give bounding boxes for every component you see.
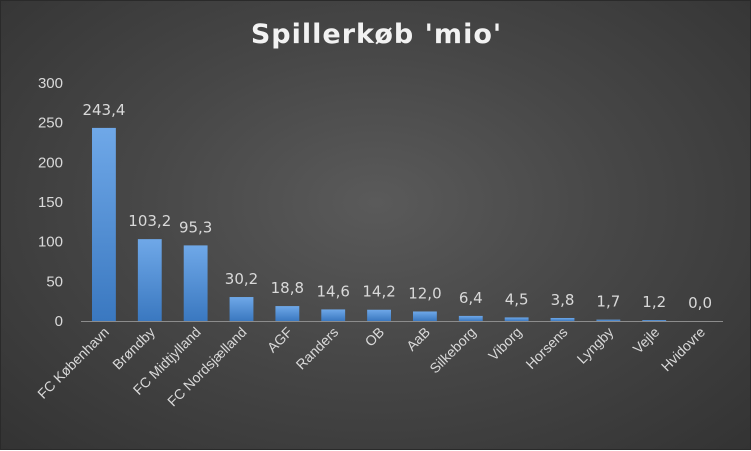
category-label: Hvidovre <box>658 324 709 375</box>
category-label: Randers <box>293 324 342 373</box>
y-tick-label: 250 <box>38 115 63 132</box>
y-tick-label: 0 <box>55 313 63 330</box>
y-tick-label: 300 <box>38 75 63 92</box>
category-label: AaB <box>403 324 433 354</box>
data-label: 4,5 <box>505 290 529 308</box>
category-label: FC København <box>34 324 112 402</box>
data-label: 0,0 <box>688 294 712 312</box>
data-label: 1,2 <box>642 293 666 311</box>
category-label: OB <box>362 324 388 350</box>
bar <box>137 239 162 321</box>
category-label: Lyngby <box>574 324 617 367</box>
bar <box>596 319 621 321</box>
data-label: 12,0 <box>408 284 441 302</box>
bar <box>275 306 300 321</box>
bar <box>92 127 116 321</box>
bar <box>367 309 391 321</box>
bar <box>550 317 575 321</box>
category-label: FC Nordsjælland <box>164 324 250 410</box>
bar <box>458 315 483 321</box>
data-label: 3,8 <box>551 291 575 309</box>
y-tick-label: 50 <box>46 273 63 290</box>
category-label: Horsens <box>522 324 570 372</box>
data-label: 95,3 <box>179 218 212 236</box>
bar <box>183 245 208 321</box>
data-label: 1,7 <box>596 293 620 311</box>
bar <box>504 317 529 321</box>
y-tick-label: 150 <box>38 194 63 211</box>
data-label: 18,8 <box>271 279 304 297</box>
data-label: 243,4 <box>82 101 125 119</box>
data-label: 103,2 <box>128 212 171 230</box>
bar <box>642 320 667 321</box>
data-label: 30,2 <box>225 270 258 288</box>
category-label: Vejle <box>630 324 663 357</box>
bar <box>229 297 254 321</box>
category-label: Viborg <box>485 324 525 364</box>
data-label: 14,6 <box>317 282 350 300</box>
category-label: AGF <box>264 324 296 356</box>
data-label: 14,2 <box>362 283 395 301</box>
category-label: Silkeborg <box>426 324 479 377</box>
chart-title: Spillerkøb 'mio' <box>250 19 503 50</box>
y-tick-label: 100 <box>38 234 63 251</box>
y-tick-label: 200 <box>38 154 63 171</box>
bar <box>321 309 346 321</box>
data-label: 6,4 <box>459 289 483 307</box>
bar <box>413 311 437 321</box>
